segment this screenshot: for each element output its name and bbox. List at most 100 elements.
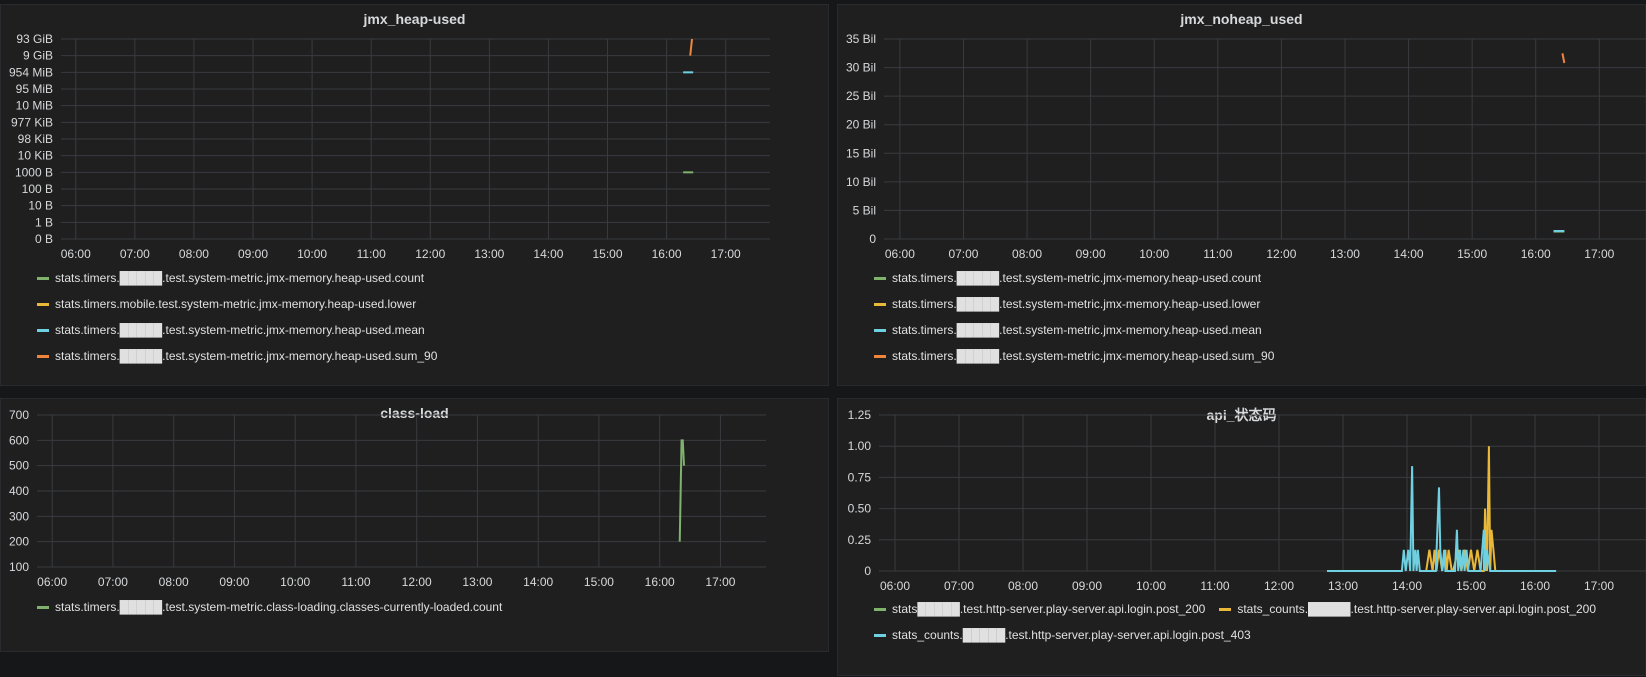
legend-label: stats.timers.█████.test.system-metric.jm… (892, 271, 1262, 285)
x-tick-label: 12:00 (1264, 579, 1294, 593)
legend-swatch (37, 605, 49, 609)
x-tick-label: 08:00 (179, 247, 209, 261)
legend-swatch (37, 302, 49, 306)
panel-jmx-heap-used[interactable]: jmx_heap-used 0 B 1 B 10 B 100 B 1000 B 10 Ki… (0, 4, 829, 386)
legend-item[interactable]: stats.timers.█████.test.system-metric.jm… (37, 265, 437, 291)
y-tick-label: 10 Bil (846, 175, 876, 189)
x-tick-label: 06:00 (61, 247, 91, 261)
x-tick-label: 15:00 (1456, 579, 1486, 593)
y-tick-label: 10 B (28, 199, 53, 213)
x-tick-label: 08:00 (1008, 579, 1038, 593)
x-tick-label: 10:00 (280, 575, 310, 589)
legend-item[interactable]: stats.timers.█████.test.system-metric.jm… (874, 317, 1274, 343)
y-tick-label: 0 B (35, 232, 53, 246)
panel-jmx-noheap-used[interactable]: jmx_noheap_used 0 5 Bil 10 Bil 15 Bil 20 Bil… (837, 4, 1646, 386)
legend-item[interactable]: stats_counts.█████.test.http-server.play… (1219, 596, 1596, 622)
x-tick-label: 15:00 (593, 247, 623, 261)
x-tick-label: 09:00 (238, 247, 268, 261)
legend-label: stats.timers.█████.test.system-metric.jm… (55, 323, 425, 337)
legend-item[interactable]: stats.timers.█████.test.system-metric.jm… (874, 343, 1274, 369)
y-tick-label: 977 KiB (11, 115, 53, 129)
y-tick-label: 100 (9, 560, 29, 574)
x-tick-label: 06:00 (37, 575, 67, 589)
y-tick-label: 15 Bil (846, 146, 876, 160)
legend-item[interactable]: stats.timers.█████.test.system-metric.jm… (874, 265, 1274, 291)
legend-swatch (874, 302, 886, 306)
x-tick-label: 17:00 (705, 575, 735, 589)
y-tick-label: 300 (9, 509, 29, 523)
legend-swatch (1219, 607, 1232, 611)
y-tick-label: 25 Bil (846, 89, 876, 103)
x-tick-label: 13:00 (1328, 579, 1358, 593)
y-tick-label: 0.25 (848, 533, 872, 547)
y-tick-label: 95 MiB (16, 82, 53, 96)
x-tick-label: 15:00 (1457, 247, 1487, 261)
legend-swatch (37, 354, 49, 358)
panel-api-status[interactable]: api_状态码 0 0.25 0.50 0.75 1.00 1.25 06:00 07:00 0… (837, 398, 1646, 676)
x-tick-label: 16:00 (1521, 247, 1551, 261)
x-tick-label: 07:00 (944, 579, 974, 593)
legend-swatch (37, 328, 49, 332)
x-tick-label: 11:00 (357, 247, 386, 261)
y-tick-label: 0 (869, 232, 876, 246)
y-tick-label: 5 Bil (853, 203, 876, 217)
legend: stats.timers.█████.test.system-metric.cl… (37, 594, 502, 620)
legend-swatch (874, 354, 886, 358)
legend-item[interactable]: stats.timers.█████.test.system-metric.jm… (874, 291, 1274, 317)
legend-label: stats█████.test.http-server.play-server.… (892, 602, 1206, 616)
x-tick-label: 13:00 (474, 247, 504, 261)
x-tick-label: 07:00 (948, 247, 978, 261)
chart-jmx-heap-used: 0 B 1 B 10 B 100 B 1000 B 10 KiB 98 KiB 977 KiB… (9, 32, 770, 261)
panel-title[interactable]: jmx_heap-used (363, 11, 466, 27)
x-tick-label: 09:00 (1072, 579, 1102, 593)
y-tick-label: 10 KiB (18, 149, 53, 163)
legend-label: stats_counts.█████.test.http-server.play… (892, 628, 1251, 642)
y-tick-label: 30 Bil (846, 61, 876, 75)
legend-item[interactable]: stats.timers.█████.test.system-metric.jm… (37, 317, 437, 343)
y-tick-label: 0.75 (848, 470, 872, 484)
legend: stats.timers.█████.test.system-metric.jm… (37, 265, 437, 369)
x-tick-label: 16:00 (1520, 579, 1550, 593)
legend-label: stats.timers.█████.test.system-metric.jm… (55, 271, 425, 285)
x-tick-label: 11:00 (1200, 579, 1229, 593)
legend: stats.timers.█████.test.system-metric.jm… (874, 265, 1274, 369)
y-tick-label: 1000 B (15, 165, 53, 179)
x-tick-label: 08:00 (1012, 247, 1042, 261)
x-tick-label: 17:00 (1584, 247, 1614, 261)
x-tick-label: 11:00 (1203, 247, 1232, 261)
y-tick-label: 1.25 (848, 408, 872, 422)
legend-item[interactable]: stats█████.test.http-server.play-server.… (874, 596, 1205, 622)
chart-jmx-noheap-used: 0 5 Bil 10 Bil 15 Bil 20 Bil 25 Bil 30 Bil 35 B… (846, 32, 1646, 261)
x-tick-label: 14:00 (533, 247, 563, 261)
y-tick-label: 600 (9, 433, 29, 447)
x-tick-label: 06:00 (880, 579, 910, 593)
x-tick-label: 14:00 (523, 575, 553, 589)
x-tick-label: 17:00 (1584, 579, 1614, 593)
chart-api-status: 0 0.25 0.50 0.75 1.00 1.25 06:00 07:00 08:00 09:0… (848, 408, 1646, 593)
legend-label: stats.timers.█████.test.system-metric.jm… (55, 349, 438, 363)
legend-item[interactable]: stats.timers.█████.test.system-metric.jm… (37, 343, 437, 369)
series-line (689, 38, 694, 56)
legend-label: stats.timers.█████.test.system-metric.jm… (892, 323, 1262, 337)
x-tick-label: 10:00 (1136, 579, 1166, 593)
x-tick-label: 14:00 (1392, 579, 1422, 593)
legend-item[interactable]: stats_counts.█████.test.http-server.play… (874, 622, 1251, 648)
panel-title[interactable]: jmx_noheap_used (1180, 11, 1303, 27)
x-tick-label: 07:00 (98, 575, 128, 589)
y-tick-label: 100 B (22, 182, 53, 196)
x-tick-label: 13:00 (1330, 247, 1360, 261)
panel-title[interactable]: class-load (380, 405, 449, 421)
y-tick-label: 500 (9, 459, 29, 473)
chart-class-load: 100 200 300 400 500 600 700 06:00 07:00 08:00 09:0… (9, 408, 766, 589)
legend-item[interactable]: stats.timers.█████.test.system-metric.cl… (37, 594, 502, 620)
x-tick-label: 07:00 (120, 247, 150, 261)
legend-swatch (874, 328, 886, 332)
panel-class-load[interactable]: class-load 100 200 300 400 500 600 700 06:00 07:… (0, 398, 829, 652)
y-tick-label: 400 (9, 484, 29, 498)
legend-label: stats.timers.mobile.test.system-metric.j… (55, 297, 417, 311)
x-tick-label: 12:00 (1266, 247, 1296, 261)
legend-item[interactable]: stats.timers.mobile.test.system-metric.j… (37, 291, 437, 317)
y-tick-label: 0 (864, 564, 871, 578)
x-tick-label: 09:00 (219, 575, 249, 589)
y-tick-label: 93 GiB (16, 32, 53, 46)
